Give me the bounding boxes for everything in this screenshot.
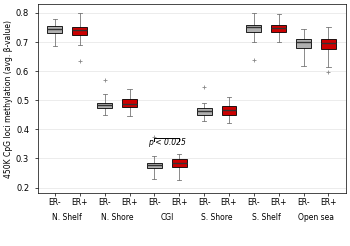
Bar (222, 106, 237, 115)
Bar (296, 39, 311, 48)
Text: p < 0.025: p < 0.025 (148, 138, 186, 147)
Text: S. Shelf: S. Shelf (252, 213, 281, 222)
Bar (147, 163, 162, 168)
Bar (321, 39, 336, 49)
Text: N. Shore: N. Shore (101, 213, 133, 222)
Text: S. Shore: S. Shore (201, 213, 232, 222)
Y-axis label: 450K CpG loci methylation (avg. β-value): 450K CpG loci methylation (avg. β-value) (4, 20, 13, 178)
Bar (271, 25, 286, 32)
Bar (122, 99, 137, 108)
Text: Open sea: Open sea (298, 213, 334, 222)
Bar (97, 103, 112, 108)
Bar (172, 159, 187, 167)
Text: N. Shelf: N. Shelf (52, 213, 82, 222)
Bar (246, 25, 261, 32)
Bar (72, 28, 87, 35)
Text: CGI: CGI (160, 213, 174, 222)
Bar (48, 26, 62, 33)
Bar (197, 108, 211, 115)
